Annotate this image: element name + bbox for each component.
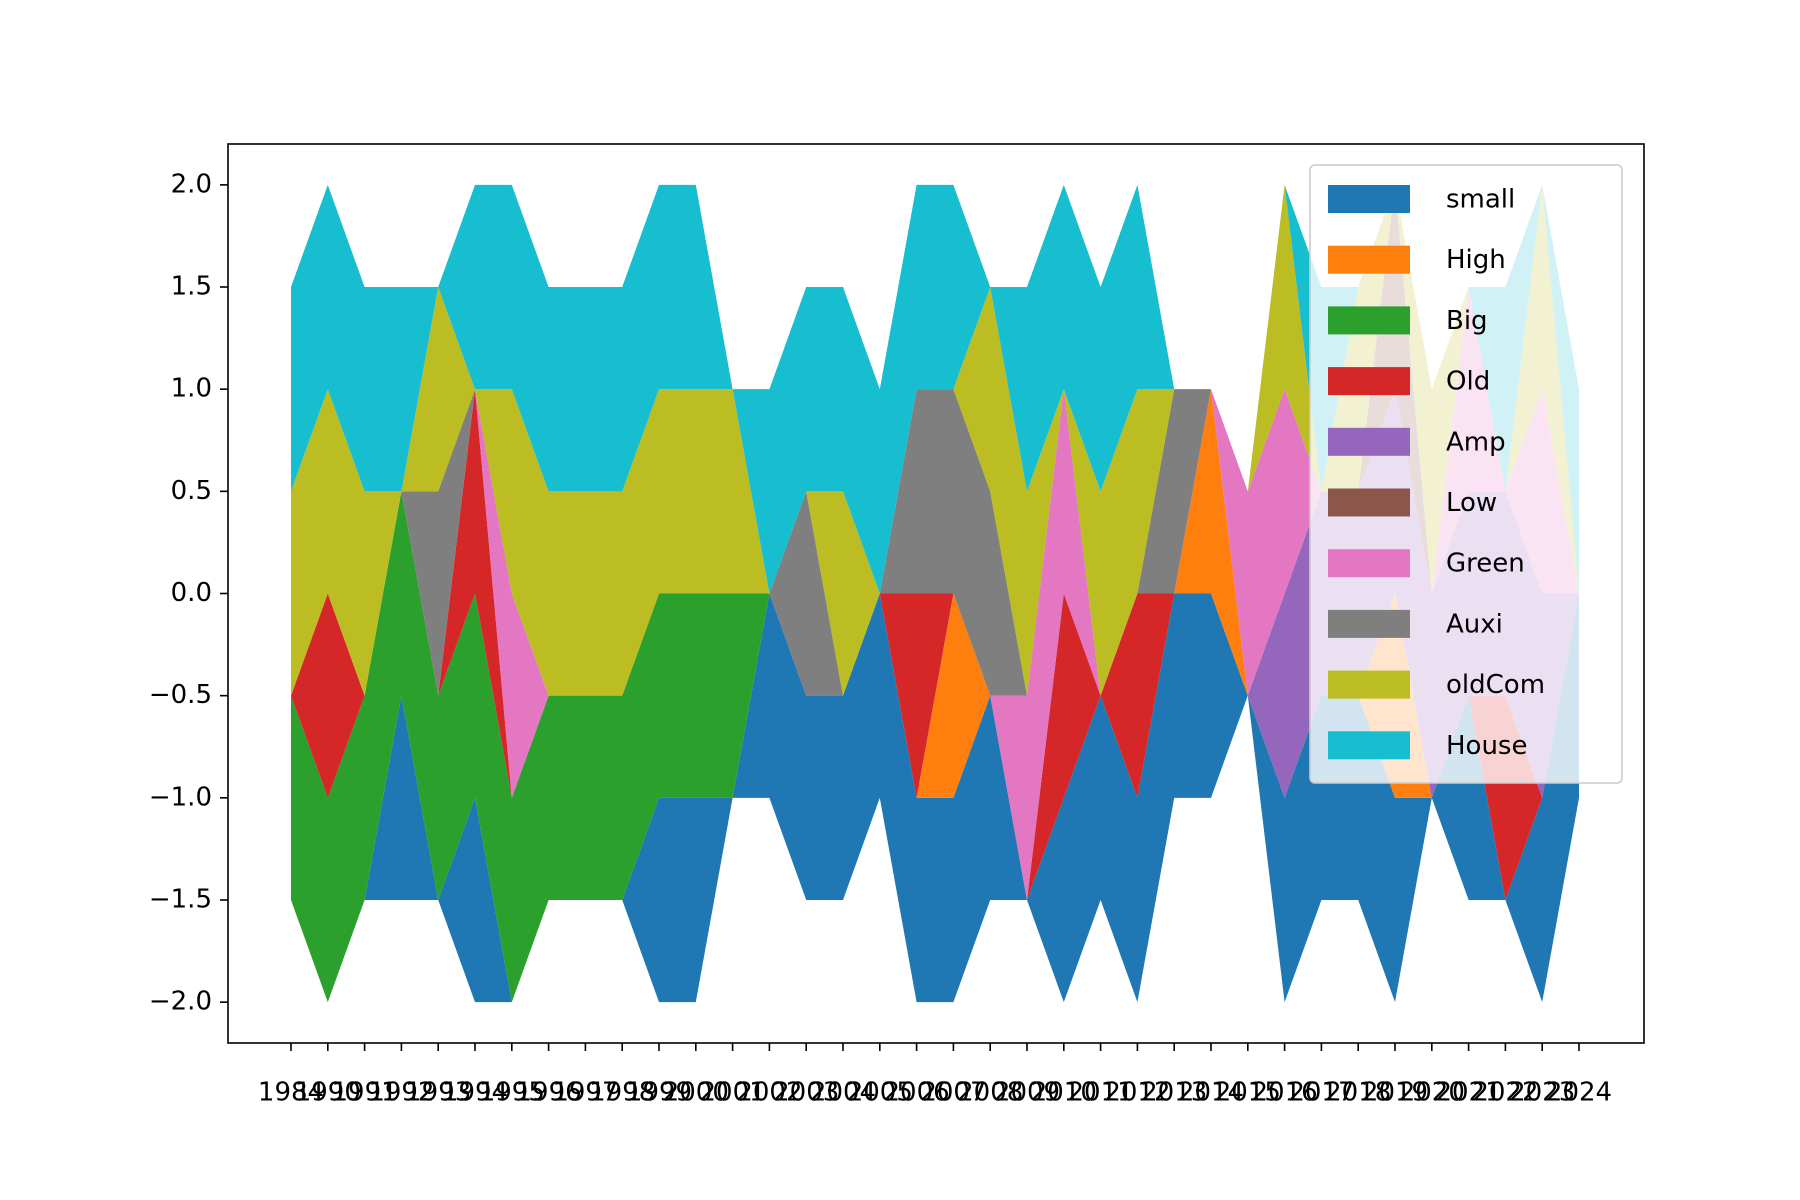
legend-label: Auxi <box>1446 609 1503 639</box>
area <box>291 389 1579 1003</box>
x-tick-label: 1992 <box>368 1078 434 1108</box>
x-tick-label: 2019 <box>1362 1078 1428 1108</box>
legend-label: High <box>1446 245 1506 275</box>
x-tick-label: 2014 <box>1178 1078 1244 1108</box>
legend-label: Low <box>1446 488 1497 518</box>
legend-swatch <box>1328 731 1410 760</box>
x-tick-label: 1995 <box>479 1078 545 1108</box>
x-tick-label: 2023 <box>1509 1078 1575 1108</box>
x-tick-label: 2004 <box>810 1078 876 1108</box>
x-tick-label: 2021 <box>1436 1078 1502 1108</box>
x-tick-label: 2015 <box>1215 1078 1281 1108</box>
x-tick-label: 2013 <box>1141 1078 1207 1108</box>
x-tick-label: 1991 <box>332 1078 398 1108</box>
x-tick-label: 2001 <box>700 1078 766 1108</box>
area <box>291 184 1579 594</box>
x-tick-label: 2022 <box>1472 1078 1538 1108</box>
legend-swatch <box>1328 306 1410 335</box>
y-tick-label: 2.0 <box>171 169 212 199</box>
legend-label: Amp <box>1446 427 1506 457</box>
legend-swatch <box>1328 367 1410 396</box>
y-tick-label: −1.5 <box>149 884 212 914</box>
x-tick-label: 2006 <box>884 1078 950 1108</box>
area <box>291 389 1579 900</box>
x-tick-label: 2003 <box>773 1078 839 1108</box>
x-tick-label: 2005 <box>847 1078 913 1108</box>
x-tick-label: 2000 <box>663 1078 729 1108</box>
x-tick-label: 2011 <box>1068 1078 1134 1108</box>
y-tick-label: 1.5 <box>171 272 212 302</box>
x-tick-label: 2017 <box>1288 1078 1354 1108</box>
legend-label: Old <box>1446 367 1490 397</box>
x-tick-label: 1997 <box>552 1078 618 1108</box>
legend: small High Big Old Amp Low Green Auxi oldCom Hous… <box>1309 164 1623 784</box>
x-tick-label: 2016 <box>1252 1078 1318 1108</box>
legend-label: oldCom <box>1446 670 1545 700</box>
y-tick-label: −0.5 <box>149 680 212 710</box>
x-tick-label: 2012 <box>1104 1078 1170 1108</box>
legend-swatch <box>1328 488 1410 517</box>
legend-swatch <box>1328 609 1410 638</box>
legend-swatch <box>1328 185 1410 213</box>
x-tick-label: 2008 <box>957 1078 1023 1108</box>
x-tick-label: 1993 <box>405 1078 471 1108</box>
legend-label: Big <box>1446 306 1488 336</box>
y-tick-label: 0.5 <box>171 476 212 506</box>
x-tick-label: 2002 <box>736 1078 802 1108</box>
x-tick-label: 2009 <box>994 1078 1060 1108</box>
y-tick-label: −2.0 <box>149 987 212 1017</box>
legend-swatch <box>1328 549 1410 578</box>
legend-swatch <box>1328 670 1410 699</box>
legend-label: small <box>1446 185 1515 215</box>
x-tick-label: 1998 <box>589 1078 655 1108</box>
x-tick-label: 2024 <box>1546 1078 1612 1108</box>
x-tick-label: 1984 <box>258 1078 324 1108</box>
area <box>291 184 1579 696</box>
legend-label: House <box>1446 731 1527 761</box>
x-tick-label: 2020 <box>1399 1078 1465 1108</box>
x-tick-label: 1990 <box>295 1078 361 1108</box>
x-tick-label: 2007 <box>920 1078 986 1108</box>
x-tick-label: 2010 <box>1031 1078 1097 1108</box>
x-tick-label: 2018 <box>1325 1078 1391 1108</box>
x-tick-label: 1994 <box>442 1078 508 1108</box>
x-tick-label: 1996 <box>516 1078 582 1108</box>
y-tick-label: −1.0 <box>149 782 212 812</box>
x-tick-label: 1999 <box>626 1078 692 1108</box>
legend-swatch <box>1328 245 1410 274</box>
y-tick-label: 0.0 <box>171 578 212 608</box>
legend-label: Green <box>1446 549 1525 579</box>
legend-swatch <box>1328 427 1410 456</box>
y-tick-label: 1.0 <box>171 374 212 404</box>
area <box>291 184 1579 696</box>
